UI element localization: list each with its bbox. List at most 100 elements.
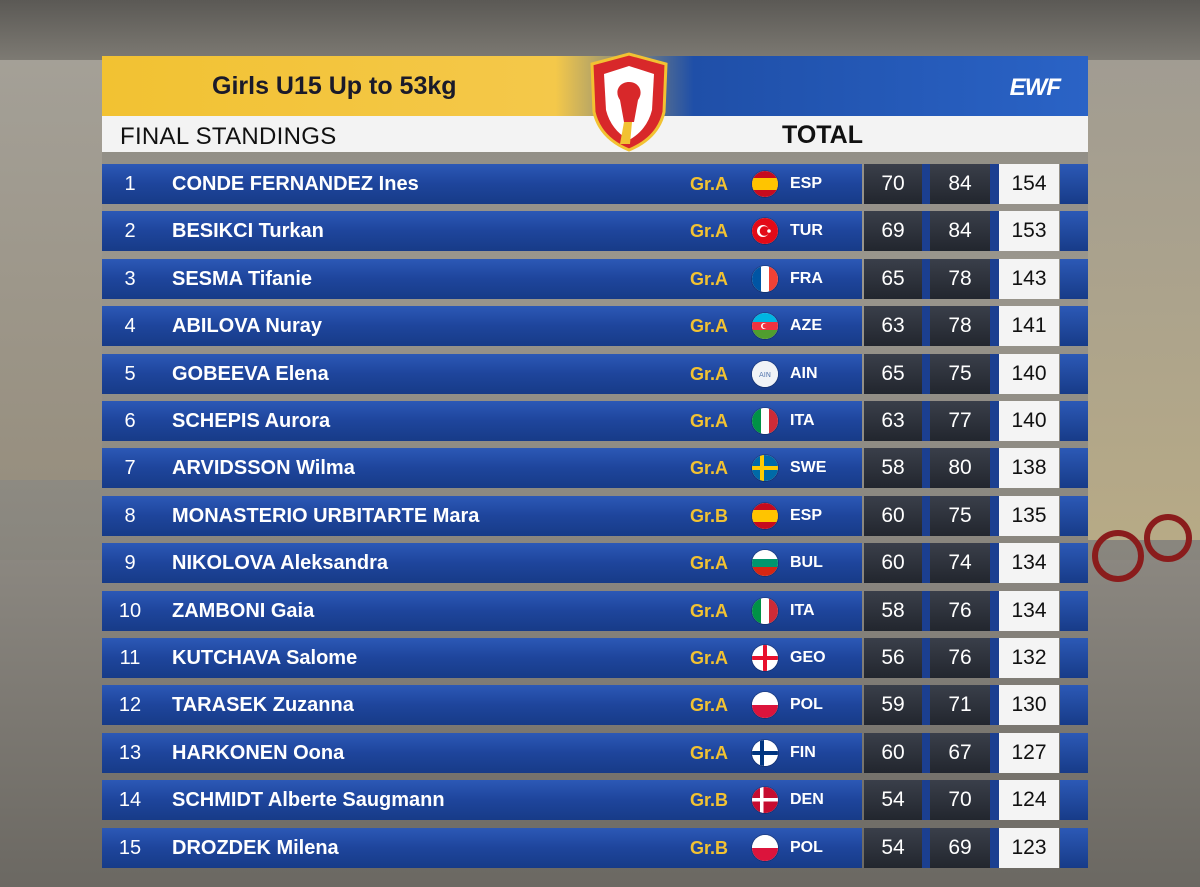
- snatch-result: 70: [864, 164, 922, 204]
- athlete-name: MONASTERIO URBITARTE Mara: [172, 504, 480, 527]
- nation-code: TUR: [790, 222, 823, 240]
- rank-number: 13: [118, 741, 142, 764]
- group-label: Gr.B: [690, 505, 729, 526]
- cell-divider: [990, 685, 999, 726]
- snatch-result: 56: [864, 638, 922, 678]
- sweden-flag-icon: [752, 455, 778, 482]
- athlete-name: HARKONEN Oona: [172, 741, 345, 764]
- snatch-result: 54: [864, 827, 922, 868]
- rank-number: 2: [124, 220, 136, 243]
- table-row: 1 CONDE FERNANDEZ Ines Gr.A ESP 70 84 154: [102, 164, 1088, 204]
- azerbaijan-flag-icon: [752, 313, 778, 340]
- athlete-bar: 8 MONASTERIO URBITARTE Mara Gr.B ESP: [102, 495, 862, 536]
- cell-divider: [922, 495, 930, 536]
- total-result: 124: [999, 780, 1059, 821]
- cell-divider: [922, 732, 930, 773]
- rank-number: 12: [118, 694, 142, 717]
- georgia-flag-icon: [752, 645, 778, 671]
- nation-code: ITA: [790, 601, 815, 619]
- gym-ceiling: [0, 0, 1200, 60]
- cell-divider: [990, 353, 999, 394]
- cell-divider: [990, 543, 999, 584]
- clean-jerk-result: 78: [930, 258, 990, 299]
- snatch-result: 63: [864, 306, 922, 347]
- athlete-bar: 3 SESMA Tifanie Gr.A FRA: [102, 258, 862, 299]
- nation-code: POL: [790, 838, 823, 856]
- group-label: Gr.A: [690, 648, 729, 668]
- spain-flag-icon: [752, 502, 778, 529]
- clean-jerk-result: 78: [930, 306, 990, 347]
- cell-divider: [990, 401, 999, 441]
- table-row: 7 ARVIDSSON Wilma Gr.A SWE 58 80 138: [102, 448, 1088, 489]
- athlete-bar: 11 KUTCHAVA Salome Gr.A GEO: [102, 638, 862, 678]
- total-result: 140: [999, 401, 1059, 441]
- rank-number: 3: [124, 267, 136, 290]
- standings-board: Girls U15 Up to 53kg EWF FINAL STANDINGS…: [102, 52, 1088, 868]
- snatch-result: 60: [864, 732, 922, 773]
- clean-jerk-result: 70: [930, 780, 990, 821]
- snatch-result: 60: [864, 495, 922, 536]
- nation-code: ITA: [790, 412, 815, 429]
- snatch-result: 58: [864, 590, 922, 631]
- ewf-logo: EWF: [1009, 74, 1061, 101]
- clean-jerk-result: 67: [930, 732, 990, 773]
- cell-divider: [922, 685, 930, 726]
- cell-divider: [922, 401, 930, 441]
- group-label: Gr.A: [690, 600, 729, 621]
- clean-jerk-result: 69: [930, 827, 990, 868]
- athlete-name: CONDE FERNANDEZ Ines: [172, 173, 419, 195]
- total-header: TOTAL: [782, 121, 864, 149]
- table-row: 8 MONASTERIO URBITARTE Mara Gr.B ESP 60 75 135: [102, 495, 1088, 536]
- nation-code: GEO: [790, 649, 826, 666]
- nation-code: FRA: [790, 269, 823, 287]
- table-row: 13 HARKONEN Oona Gr.A FIN 60 67 127: [102, 732, 1088, 773]
- table-row: 6 SCHEPIS Aurora Gr.A ITA 63 77 140: [102, 401, 1088, 441]
- athlete-bar: 10 ZAMBONI Gaia Gr.A ITA: [102, 590, 862, 631]
- nation-code: SWE: [790, 459, 827, 477]
- group-label: Gr.A: [690, 411, 729, 431]
- cell-divider: [922, 211, 930, 252]
- cell-divider: [990, 164, 999, 204]
- group-label: Gr.A: [690, 174, 729, 194]
- cell-divider: [922, 164, 930, 204]
- event-title: Girls U15 Up to 53kg: [212, 72, 457, 100]
- snatch-result: 69: [864, 211, 922, 252]
- total-result: 134: [999, 543, 1059, 584]
- row-end-cap: [1060, 401, 1088, 441]
- nation-code: BUL: [790, 554, 823, 572]
- athlete-bar: 13 HARKONEN Oona Gr.A FIN: [102, 732, 862, 773]
- cell-divider: [922, 306, 930, 347]
- row-end-cap: [1060, 780, 1088, 821]
- snatch-result: 63: [864, 401, 922, 441]
- nation-code: ESP: [790, 175, 823, 192]
- athlete-name: GOBEEVA Elena: [172, 362, 329, 385]
- italy-flag-icon: [752, 597, 778, 624]
- total-result: 130: [999, 685, 1059, 726]
- group-label: Gr.A: [690, 316, 729, 337]
- snatch-result: 59: [864, 685, 922, 726]
- total-result: 132: [999, 638, 1059, 678]
- athlete-name: SCHMIDT Alberte Saugmann: [172, 789, 445, 812]
- group-label: Gr.A: [690, 695, 729, 716]
- row-end-cap: [1060, 353, 1088, 394]
- table-row: 11 KUTCHAVA Salome Gr.A GEO 56 76 132: [102, 638, 1088, 678]
- poland-flag-icon: [752, 692, 778, 719]
- total-result: 138: [999, 448, 1059, 489]
- rank-number: 8: [124, 504, 136, 527]
- nation-code: DEN: [790, 791, 824, 809]
- nation-code: FIN: [790, 743, 816, 761]
- clean-jerk-result: 75: [930, 495, 990, 536]
- cell-divider: [990, 827, 999, 868]
- turkey-flag-icon: [752, 218, 778, 245]
- total-result: 143: [999, 258, 1059, 299]
- athlete-name: ARVIDSSON Wilma: [172, 457, 355, 480]
- cell-divider: [990, 780, 999, 821]
- athlete-name: SCHEPIS Aurora: [172, 410, 331, 432]
- bulgaria-flag-icon: [752, 550, 778, 577]
- row-end-cap: [1060, 732, 1088, 773]
- cell-divider: [990, 495, 999, 536]
- finland-flag-icon: [752, 739, 778, 766]
- athlete-name: NIKOLOVA Aleksandra: [172, 552, 388, 575]
- table-row: 5 GOBEEVA Elena Gr.A AIN AIN 65 75 140: [102, 353, 1088, 394]
- cell-divider: [990, 732, 999, 773]
